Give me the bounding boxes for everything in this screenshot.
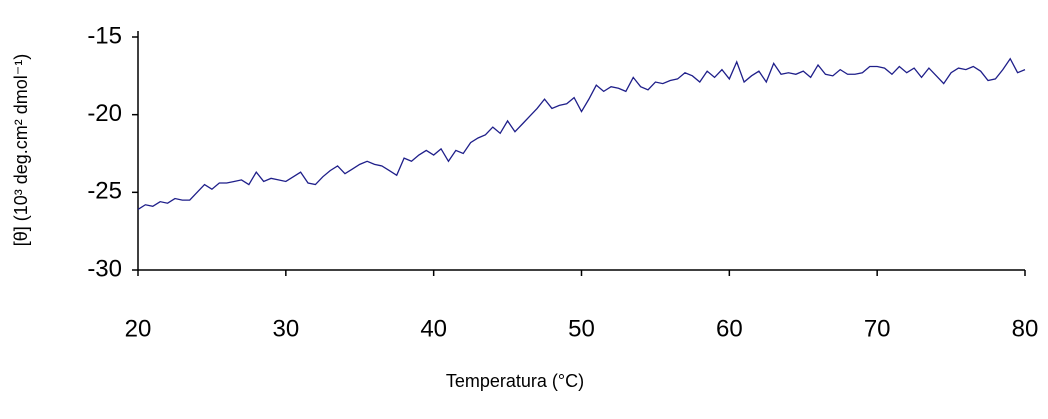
data-line: [137, 57, 1026, 210]
x-tick-label: 60: [716, 315, 743, 342]
x-tick-label: 20: [125, 315, 152, 342]
x-tick-label: 80: [1012, 315, 1039, 342]
y-tick-label: -20: [87, 100, 122, 127]
x-axis-label: Temperatura (°C): [446, 371, 584, 391]
x-tick-label: 70: [864, 315, 891, 342]
y-tick-label: -15: [87, 22, 122, 49]
x-tick-label: 30: [272, 315, 299, 342]
y-tick-label: -30: [87, 255, 122, 282]
x-tick-label: 50: [568, 315, 595, 342]
y-axis-label: [θ] (10³ deg.cm² dmol⁻¹): [11, 54, 31, 247]
x-tick-label: 40: [420, 315, 447, 342]
y-tick-label: -25: [87, 178, 122, 205]
